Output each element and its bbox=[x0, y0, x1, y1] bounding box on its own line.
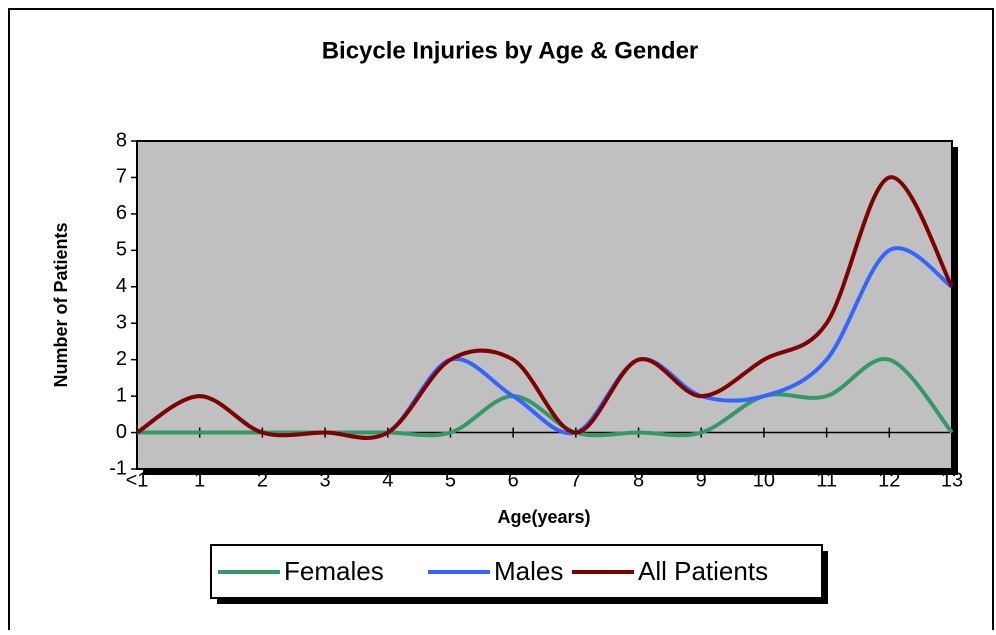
x-tick-label: 7 bbox=[570, 469, 581, 491]
x-tick-label: 2 bbox=[257, 469, 268, 491]
legend-label: Females bbox=[284, 556, 384, 586]
y-tick-label: 6 bbox=[116, 202, 127, 224]
x-tick-label: 3 bbox=[320, 469, 331, 491]
legend-label: Males bbox=[494, 556, 563, 586]
x-tick-label: 12 bbox=[878, 469, 900, 491]
y-tick-label: 4 bbox=[116, 275, 127, 297]
y-tick-label: 3 bbox=[116, 312, 127, 334]
x-axis-label: Age(years) bbox=[497, 507, 590, 527]
y-axis-label: Number of Patients bbox=[51, 222, 71, 387]
x-tick-label: 10 bbox=[753, 469, 775, 491]
x-tick-label: 8 bbox=[633, 469, 644, 491]
x-tick-label: 6 bbox=[508, 469, 519, 491]
chart-title: Bicycle Injuries by Age & Gender bbox=[322, 37, 699, 64]
y-tick-label: 7 bbox=[116, 166, 127, 188]
x-tick-label: 9 bbox=[696, 469, 707, 491]
y-tick-label: 8 bbox=[116, 129, 127, 151]
y-tick-label: -1 bbox=[109, 457, 127, 479]
series-line bbox=[135, 175, 954, 440]
legend-label: All Patients bbox=[638, 556, 768, 586]
x-tick-label: 1 bbox=[194, 469, 205, 491]
y-tick-label: 5 bbox=[116, 239, 127, 261]
x-tick-label: <1 bbox=[126, 469, 149, 491]
y-tick-label: 1 bbox=[116, 384, 127, 406]
legend bbox=[210, 544, 823, 599]
x-tick-label: 13 bbox=[941, 469, 963, 491]
y-tick-label: 2 bbox=[116, 348, 127, 370]
x-tick-label: 4 bbox=[382, 469, 393, 491]
x-tick-label: 11 bbox=[816, 469, 837, 491]
y-tick-label: 0 bbox=[116, 421, 127, 443]
x-tick-label: 5 bbox=[445, 469, 456, 491]
chart-frame bbox=[8, 8, 994, 635]
